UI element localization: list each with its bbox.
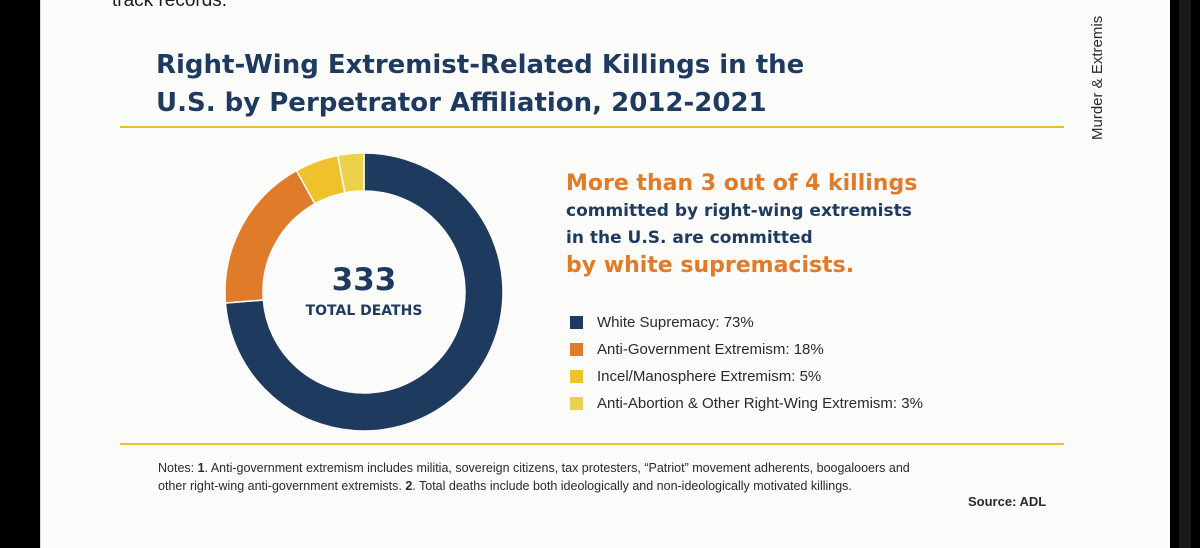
legend-item: Anti-Government Extremism: 18%	[570, 336, 923, 363]
legend-label: White Supremacy: 73%	[597, 314, 754, 331]
scan-right-border	[1170, 0, 1200, 548]
chart-source: Source: ADL	[968, 494, 1047, 509]
donut-slice-white-supremacy	[224, 152, 504, 432]
side-running-head: Murder & Extremis	[1087, 0, 1111, 140]
legend-item: White Supremacy: 73%	[570, 309, 923, 336]
chart-notes: Notes: 1. Anti-government extremism incl…	[158, 459, 938, 495]
donut-chart: 333 TOTAL DEATHS	[224, 152, 504, 432]
scan-border-bar	[1179, 0, 1191, 548]
donut-chart-svg	[224, 152, 504, 432]
legend-swatch-white-supremacy	[570, 316, 583, 329]
chart-title-line-2: U.S. by Perpetrator Affiliation, 2012-20…	[156, 88, 767, 118]
legend-label: Anti-Government Extremism: 18%	[597, 341, 824, 358]
total-deaths-label: TOTAL DEATHS	[305, 303, 423, 319]
legend-label: Anti-Abortion & Other Right-Wing Extremi…	[597, 395, 923, 412]
chart-title-line-1: Right-Wing Extremist-Related Killings in…	[156, 50, 805, 80]
key-finding-line-1: More than 3 out of 4 killings	[566, 171, 918, 196]
legend-swatch-incel	[570, 370, 583, 383]
legend-swatch-anti-government	[570, 343, 583, 356]
key-finding-line-2: committed by right-wing extremists	[566, 201, 912, 221]
side-running-head-text: Murder & Extremis	[1089, 15, 1106, 140]
note-2-text: . Total deaths include both ideologicall…	[412, 479, 852, 493]
legend-swatch-anti-abortion	[570, 397, 583, 410]
donut-slice-anti-abortion-other-right-wing-extremism	[336, 152, 365, 194]
title-rule	[120, 126, 1064, 128]
key-finding-line-4: by white supremacists.	[566, 253, 855, 278]
total-deaths-number: 333	[331, 262, 397, 298]
top-text-fragment: track records.	[112, 0, 228, 11]
chart-title: Right-Wing Extremist-Related Killings in…	[156, 46, 804, 122]
notes-prefix: Notes:	[158, 461, 198, 475]
chart-legend: White Supremacy: 73% Anti-Government Ext…	[570, 309, 923, 417]
key-finding: More than 3 out of 4 killings committed …	[566, 170, 917, 280]
legend-label: Incel/Manosphere Extremism: 5%	[597, 368, 822, 385]
note-1-number: 1	[197, 461, 205, 475]
key-finding-line-3: in the U.S. are committed	[566, 228, 813, 248]
note-2-number: 2	[405, 479, 413, 493]
legend-item: Anti-Abortion & Other Right-Wing Extremi…	[570, 390, 923, 417]
page-edge	[40, 0, 41, 548]
notes-rule	[120, 443, 1064, 445]
legend-item: Incel/Manosphere Extremism: 5%	[570, 363, 923, 390]
note-1-text: . Anti-government extremism includes mil…	[158, 461, 910, 493]
